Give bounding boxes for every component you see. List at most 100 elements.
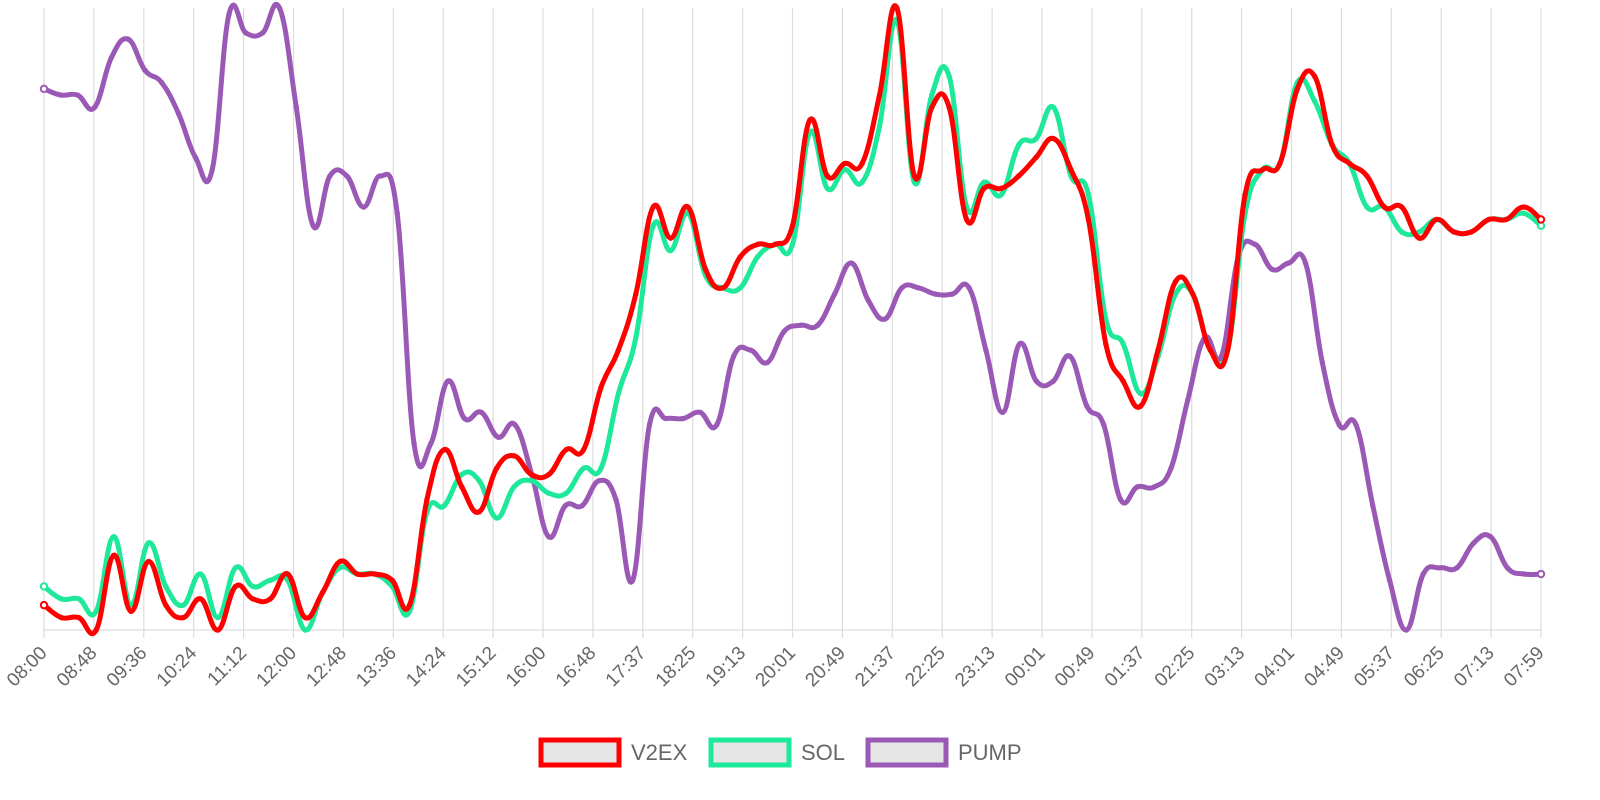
x-tick-label: 13:36 bbox=[352, 643, 400, 691]
data-point-pump bbox=[243, 30, 249, 36]
data-point-sol bbox=[842, 167, 848, 173]
data-point-v2ex bbox=[859, 160, 865, 167]
data-point-v2ex bbox=[1536, 215, 1546, 224]
data-point-pump bbox=[74, 92, 81, 98]
x-tick-label: 16:00 bbox=[502, 643, 550, 691]
data-point-pump bbox=[428, 440, 434, 447]
data-point-sol bbox=[737, 285, 743, 291]
data-point-v2ex bbox=[1050, 135, 1057, 142]
data-point-pump bbox=[1033, 378, 1040, 384]
data-point-v2ex bbox=[372, 571, 378, 577]
legend-item-pump[interactable]: PUMP bbox=[865, 737, 1022, 768]
data-point-v2ex bbox=[180, 614, 186, 621]
data-point-v2ex bbox=[842, 160, 848, 167]
data-point-pump bbox=[697, 409, 703, 415]
data-point-sol bbox=[1312, 98, 1318, 105]
data-point-v2ex bbox=[1364, 173, 1370, 179]
legend-swatch-sol bbox=[708, 737, 792, 768]
data-point-pump bbox=[1403, 627, 1410, 633]
x-tick-label: 23:13 bbox=[951, 643, 999, 691]
data-point-v2ex bbox=[1451, 229, 1457, 235]
x-tick-label: 21:37 bbox=[851, 643, 899, 691]
data-point-sol bbox=[615, 390, 622, 397]
x-axis-ticks: 08:00 08:48 09:36 10:24 11:12 12:00 12:48 13:36… bbox=[3, 642, 1548, 691]
data-point-pump bbox=[58, 92, 64, 98]
data-point-v2ex bbox=[163, 602, 169, 608]
data-point-pump bbox=[1302, 260, 1309, 266]
data-point-pump bbox=[444, 378, 451, 384]
data-point-v2ex bbox=[1486, 216, 1492, 223]
data-point-v2ex bbox=[1259, 167, 1266, 173]
x-tick-label: 00:01 bbox=[1001, 643, 1049, 691]
x-tick-label: 09:36 bbox=[103, 643, 151, 691]
data-point-v2ex bbox=[145, 558, 152, 565]
data-point-pump bbox=[39, 84, 49, 94]
data-point-sol bbox=[1120, 341, 1126, 347]
data-point-sol bbox=[215, 614, 221, 621]
data-point-v2ex bbox=[1399, 204, 1405, 210]
data-point-v2ex bbox=[128, 608, 134, 615]
data-point-v2ex bbox=[493, 465, 500, 471]
x-tick-label: 03:13 bbox=[1201, 643, 1249, 691]
data-point-sol bbox=[1399, 229, 1405, 235]
data-point-v2ex bbox=[563, 446, 569, 453]
legend-item-sol[interactable]: SOL bbox=[708, 737, 845, 768]
x-tick-label: 11:12 bbox=[204, 643, 251, 690]
data-point-v2ex bbox=[737, 254, 743, 260]
x-tick-label: 04:49 bbox=[1300, 643, 1348, 691]
data-point-pump bbox=[495, 434, 501, 440]
data-point-sol bbox=[528, 478, 535, 484]
data-point-sol bbox=[598, 465, 604, 471]
data-point-pump bbox=[1386, 577, 1393, 583]
legend-item-v2ex[interactable]: V2EX bbox=[538, 737, 688, 768]
data-point-pump bbox=[747, 347, 754, 353]
data-point-pump bbox=[1336, 422, 1342, 428]
data-point-v2ex bbox=[807, 117, 813, 123]
data-point-pump bbox=[764, 359, 770, 366]
x-tick-label: 14:24 bbox=[402, 642, 451, 691]
data-point-v2ex bbox=[459, 484, 465, 490]
data-point-v2ex bbox=[232, 583, 239, 590]
data-point-v2ex bbox=[197, 596, 204, 602]
data-point-sol bbox=[267, 577, 273, 583]
data-point-sol bbox=[754, 254, 761, 260]
data-point-v2ex bbox=[93, 627, 99, 633]
data-point-v2ex bbox=[685, 204, 691, 210]
data-point-pump bbox=[142, 67, 148, 73]
data-point-v2ex bbox=[1312, 73, 1318, 80]
data-point-pump bbox=[831, 291, 838, 297]
data-point-sol bbox=[1085, 191, 1092, 198]
x-tick-label: 06:25 bbox=[1400, 643, 1448, 691]
data-point-v2ex bbox=[1433, 216, 1440, 223]
data-point-pump bbox=[932, 291, 939, 297]
data-point-sol bbox=[337, 565, 343, 571]
data-point-v2ex bbox=[110, 552, 117, 559]
data-point-v2ex bbox=[633, 291, 639, 297]
x-tick-label: 01:37 bbox=[1101, 643, 1149, 691]
data-point-v2ex bbox=[1068, 167, 1074, 173]
data-point-pump bbox=[1269, 266, 1275, 272]
data-point-v2ex bbox=[215, 627, 221, 633]
data-point-pump bbox=[579, 502, 585, 509]
x-tick-label: 08:48 bbox=[53, 643, 101, 691]
legend[interactable]: V2EX SOL PUMP bbox=[538, 737, 1022, 768]
data-point-pump bbox=[966, 285, 972, 291]
data-point-sol bbox=[789, 241, 796, 248]
data-point-v2ex bbox=[824, 173, 831, 179]
data-point-pump bbox=[983, 347, 989, 353]
data-point-v2ex bbox=[754, 241, 761, 248]
x-tick-label: 08:00 bbox=[3, 643, 51, 691]
data-point-v2ex bbox=[911, 173, 918, 179]
data-point-pump bbox=[865, 297, 871, 304]
data-point-pump bbox=[125, 36, 131, 42]
data-point-sol bbox=[981, 179, 987, 185]
data-point-sol bbox=[459, 471, 465, 478]
data-point-pump bbox=[1067, 353, 1073, 360]
data-point-pump bbox=[1504, 565, 1511, 571]
data-point-pump bbox=[209, 167, 215, 173]
data-point-pump bbox=[108, 55, 114, 61]
data-point-sol bbox=[929, 92, 935, 98]
data-point-v2ex bbox=[354, 571, 361, 577]
data-point-sol bbox=[39, 582, 49, 591]
data-point-pump bbox=[377, 173, 384, 179]
